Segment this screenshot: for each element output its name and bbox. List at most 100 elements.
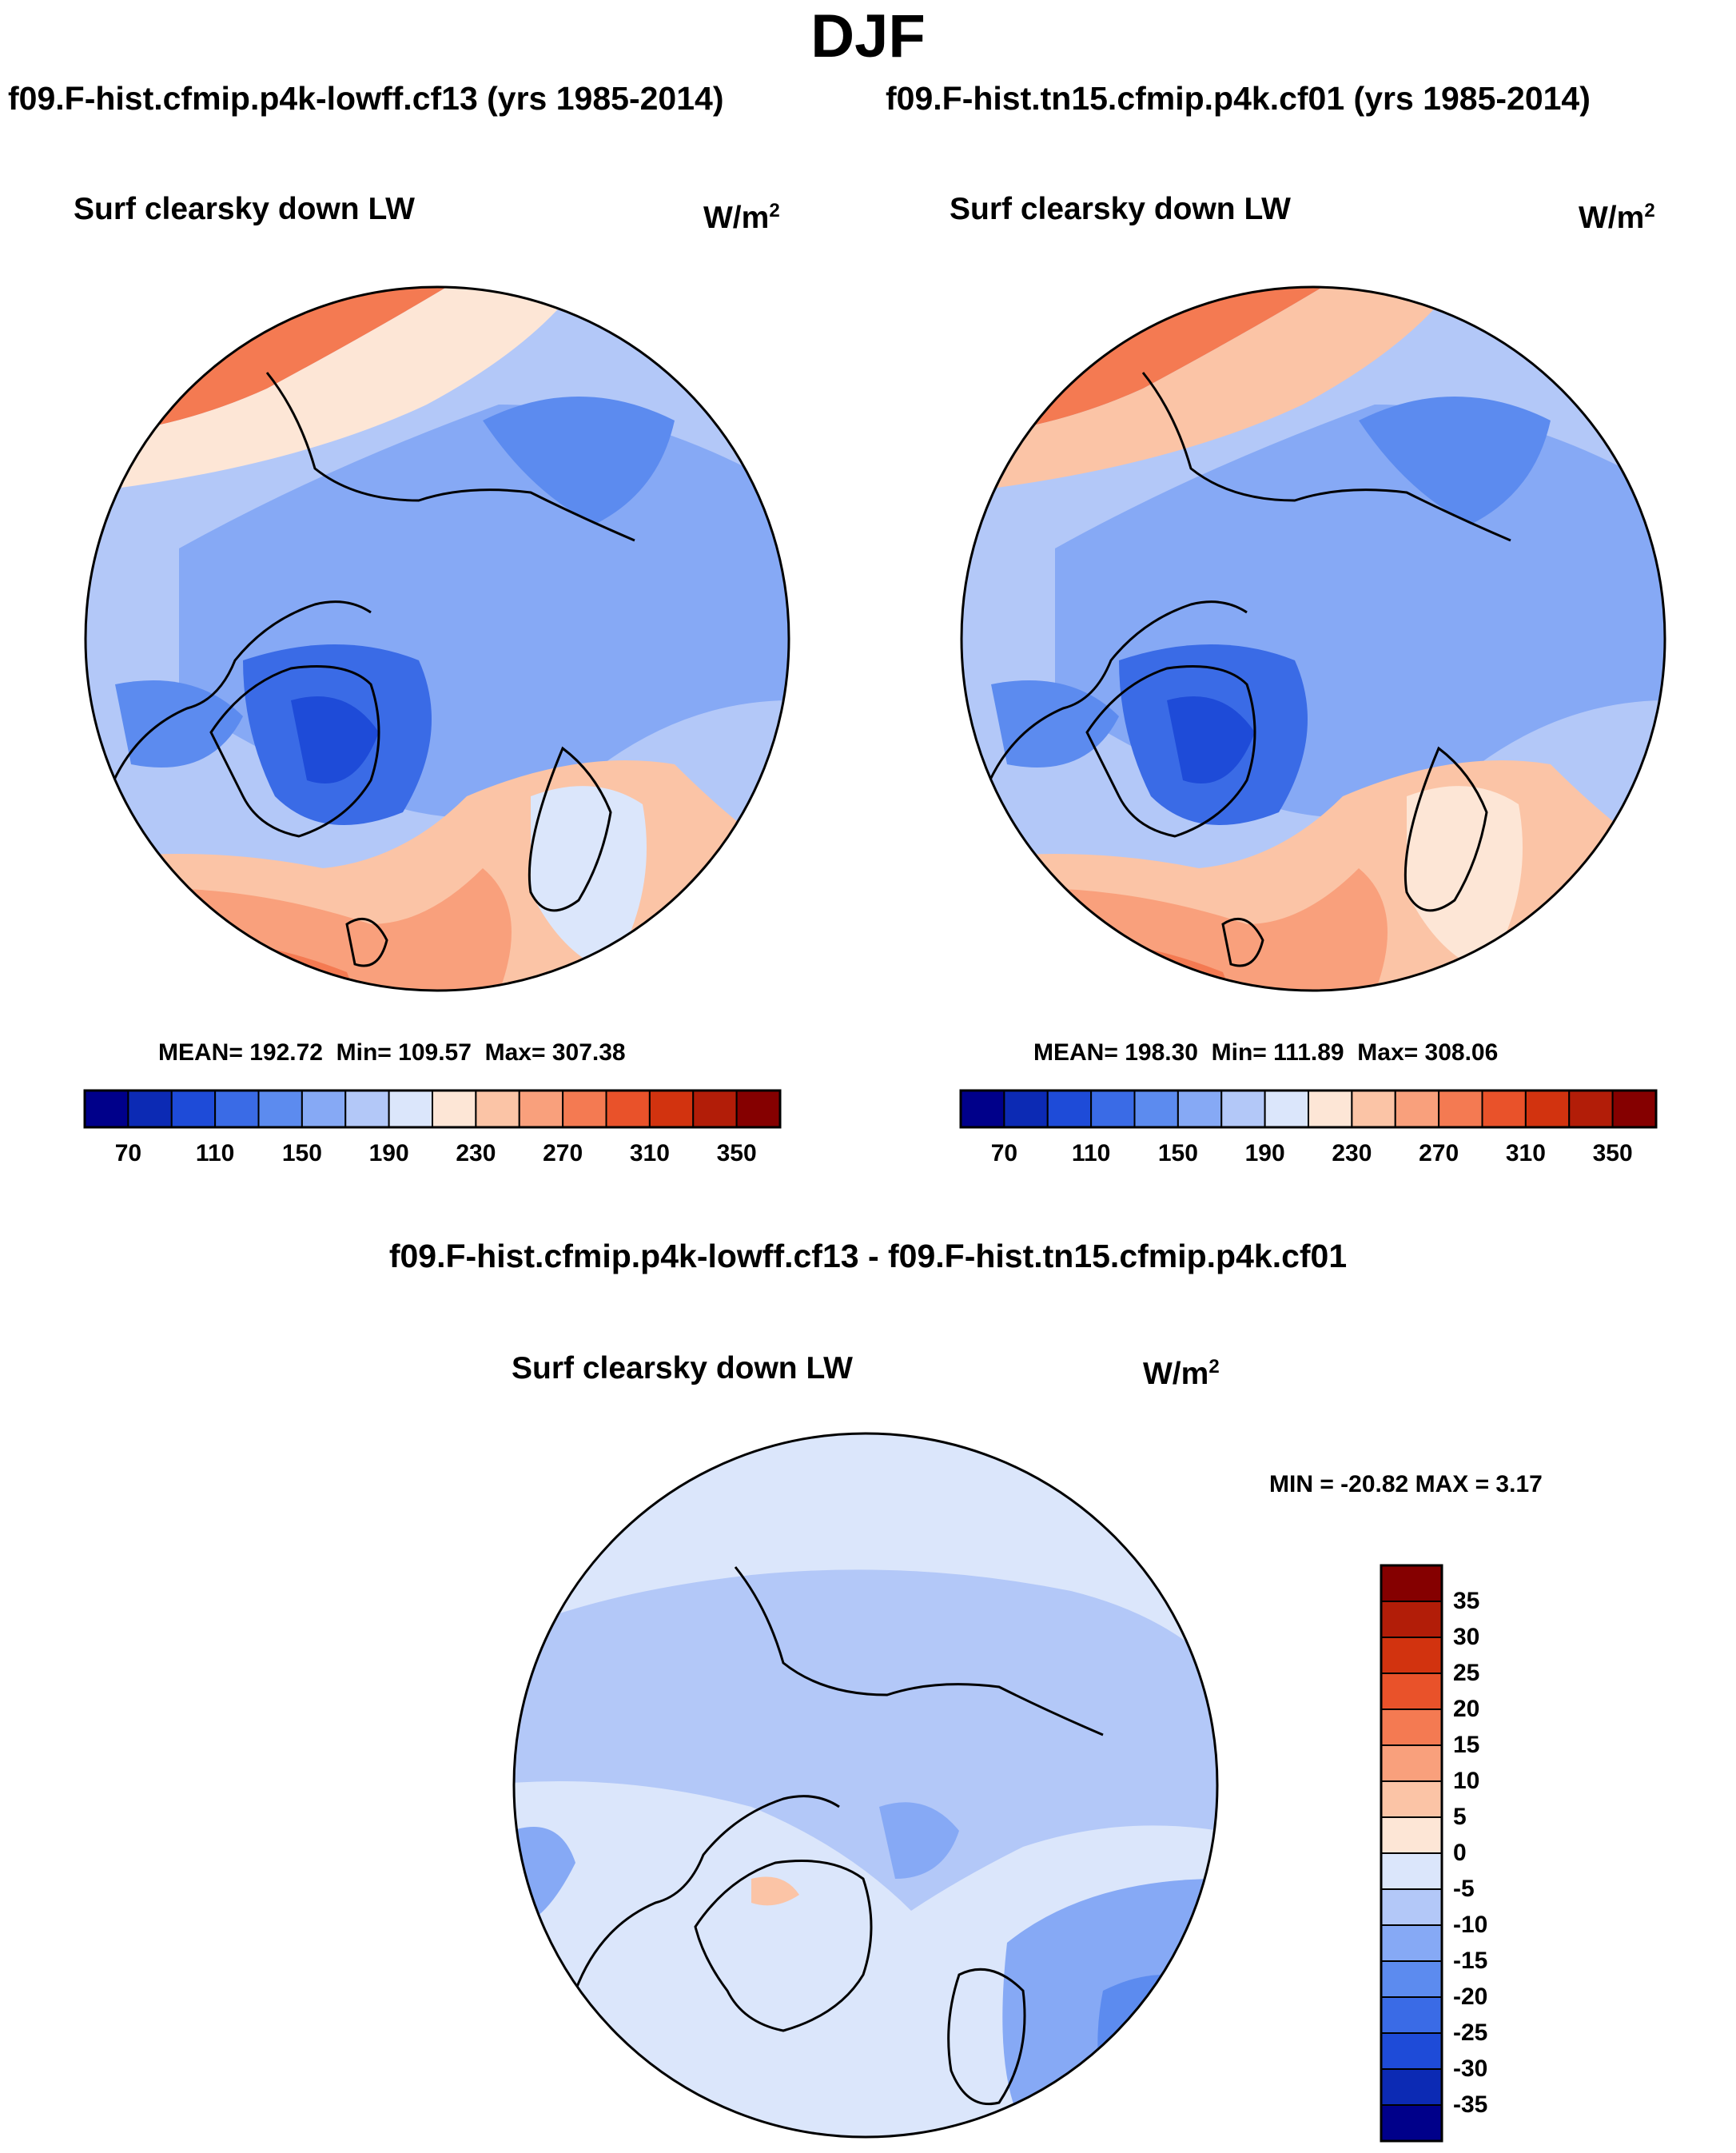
colorbar-tick-label: 310 bbox=[629, 1140, 670, 1166]
diff-colorbar-label: -25 bbox=[1453, 2019, 1488, 2046]
colorbar-swatch bbox=[1611, 1090, 1657, 1128]
coastlines bbox=[106, 372, 635, 967]
colorbar-tick-label: 190 bbox=[1244, 1140, 1285, 1166]
figure-title: DJF bbox=[810, 2, 926, 70]
colorbar-swatch bbox=[1394, 1090, 1440, 1128]
canada-cold-region bbox=[115, 680, 243, 768]
diff-colorbar-swatch bbox=[1380, 2032, 1443, 2070]
diff-colorbar-swatch bbox=[1380, 1565, 1443, 1602]
eurasia-strong-negative-region bbox=[1097, 1975, 1217, 2137]
diff-colorbar-swatch bbox=[1380, 1888, 1443, 1926]
colorbar-swatch bbox=[1003, 1090, 1049, 1128]
diff-colorbar-label: -10 bbox=[1453, 1912, 1488, 1938]
panel2-colorbar-ticks: 70 110 150 190 230 270 310 350 bbox=[961, 1140, 1656, 1172]
colorbar-swatch bbox=[432, 1090, 477, 1128]
coastlines bbox=[981, 372, 1511, 967]
colorbar-tick-label: 270 bbox=[1419, 1140, 1459, 1166]
colorbar-swatch bbox=[1351, 1090, 1396, 1128]
diff-colorbar-swatch bbox=[1380, 1996, 1443, 2034]
diff-colorbar-swatch bbox=[1380, 1708, 1443, 1746]
pacific-transition-region bbox=[962, 287, 1455, 492]
colorbar-swatch bbox=[1046, 1090, 1093, 1128]
difference-polar-map bbox=[512, 1432, 1219, 2139]
panel2-units: W/m2 bbox=[1579, 200, 1655, 235]
diff-colorbar-swatch bbox=[1380, 1852, 1443, 1890]
diff-colorbar-label: 35 bbox=[1453, 1588, 1480, 1614]
difference-colorbar-labels: 35 30 25 20 15 10 5 0 -5 -10 -15 -20 -25 -30 -35 bbox=[1453, 1565, 1549, 2141]
colorbar-swatch bbox=[692, 1090, 738, 1128]
colorbar-swatch bbox=[1090, 1090, 1136, 1128]
colorbar-swatch bbox=[1481, 1090, 1527, 1128]
colorbar-swatch bbox=[605, 1090, 651, 1128]
diff-colorbar-swatch bbox=[1380, 1960, 1443, 1998]
colorbar-swatch bbox=[960, 1090, 1005, 1128]
colorbar-swatch bbox=[1264, 1090, 1309, 1128]
colorbar-tick-label: 230 bbox=[1332, 1140, 1372, 1166]
canada-cold-region bbox=[991, 680, 1119, 768]
colorbar-tick-label: 230 bbox=[456, 1140, 496, 1166]
diff-colorbar-outline bbox=[1380, 1564, 1443, 2143]
diff-colorbar-label: 20 bbox=[1453, 1696, 1480, 1722]
diff-colorbar-swatch bbox=[1380, 1637, 1443, 1674]
siberia-cold-region bbox=[1359, 397, 1551, 524]
arctic-negative-region bbox=[514, 1569, 1217, 1911]
diff-colorbar-label: 0 bbox=[1453, 1840, 1467, 1866]
diff-colorbar-label: 5 bbox=[1453, 1804, 1467, 1830]
diff-units: W/m2 bbox=[1143, 1356, 1220, 1391]
colorbar-swatch bbox=[344, 1090, 390, 1128]
diff-variable-title: Surf clearsky down LW bbox=[512, 1351, 853, 1385]
diff-colorbar-label: 15 bbox=[1453, 1732, 1480, 1758]
diff-colorbar-swatch bbox=[1380, 2068, 1443, 2106]
colorbar-swatch bbox=[1308, 1090, 1353, 1128]
colorbar-tick-label: 150 bbox=[1157, 1140, 1198, 1166]
left-run-title: f09.F-hist.cfmip.p4k-lowff.cf13 (yrs 198… bbox=[8, 80, 724, 117]
panel1-stats: MEAN= 192.72 Min= 109.57 Max= 307.38 bbox=[158, 1039, 626, 1066]
right-run-title: f09.F-hist.tn15.cfmip.p4k.cf01 (yrs 1985… bbox=[886, 80, 1591, 117]
colorbar-outline bbox=[959, 1089, 1658, 1129]
panel2-stats: MEAN= 198.30 Min= 111.89 Max= 308.06 bbox=[1033, 1039, 1499, 1066]
colorbar-tick-label: 150 bbox=[281, 1140, 322, 1166]
colorbar-swatch bbox=[1220, 1090, 1266, 1128]
colorbar-swatch bbox=[735, 1090, 781, 1128]
colorbar-swatch bbox=[170, 1090, 217, 1128]
diff-colorbar-label: 30 bbox=[1453, 1624, 1480, 1650]
diff-colorbar-swatch bbox=[1380, 2104, 1443, 2142]
colorbar-swatch bbox=[127, 1090, 173, 1128]
greenland-core-region bbox=[1167, 696, 1255, 783]
colorbar-tick-label: 190 bbox=[368, 1140, 409, 1166]
colorbar-tick-label: 70 bbox=[114, 1140, 142, 1166]
central-negative-region bbox=[879, 1802, 959, 1879]
diff-colorbar-swatch bbox=[1380, 1601, 1443, 1638]
colorbar-swatch bbox=[1568, 1090, 1614, 1128]
greenland-core-region bbox=[291, 696, 379, 783]
colorbar-tick-label: 350 bbox=[1592, 1140, 1633, 1166]
diff-colorbar-swatch bbox=[1380, 1780, 1443, 1818]
panel1-units: W/m2 bbox=[703, 200, 780, 235]
diff-min-max: MIN = -20.82 MAX = 3.17 bbox=[1269, 1471, 1543, 1497]
diff-colorbar-label: 10 bbox=[1453, 1768, 1480, 1794]
colorbar-tick-label: 270 bbox=[543, 1140, 583, 1166]
colorbar-swatch bbox=[562, 1090, 607, 1128]
panel2-colorbar bbox=[959, 1089, 1658, 1129]
coastlines bbox=[574, 1566, 1104, 2106]
panel2-polar-map bbox=[960, 285, 1666, 992]
colorbar-tick-label: 110 bbox=[195, 1140, 235, 1166]
colorbar-swatch bbox=[1438, 1090, 1483, 1128]
diff-colorbar-swatch bbox=[1380, 1924, 1443, 1962]
pacific-transition-region bbox=[86, 287, 579, 492]
diff-colorbar-label: 25 bbox=[1453, 1660, 1480, 1686]
colorbar-swatch bbox=[84, 1090, 129, 1128]
colorbar-tick-label: 110 bbox=[1071, 1140, 1111, 1166]
colorbar-swatch bbox=[475, 1090, 520, 1128]
colorbar-swatch bbox=[1177, 1090, 1223, 1128]
diff-colorbar-swatch bbox=[1380, 1673, 1443, 1710]
colorbar-swatch bbox=[301, 1090, 347, 1128]
panel1-variable-title: Surf clearsky down LW bbox=[74, 192, 415, 226]
colorbar-swatch bbox=[388, 1090, 433, 1128]
panel1-colorbar-ticks: 70 110 150 190 230 270 310 350 bbox=[85, 1140, 780, 1172]
diff-colorbar-label: -15 bbox=[1453, 1948, 1488, 1974]
colorbar-swatch bbox=[518, 1090, 564, 1128]
difference-colorbar bbox=[1380, 1564, 1443, 2143]
diff-colorbar-label: -5 bbox=[1453, 1876, 1475, 1902]
diff-colorbar-swatch bbox=[1380, 1816, 1443, 1854]
